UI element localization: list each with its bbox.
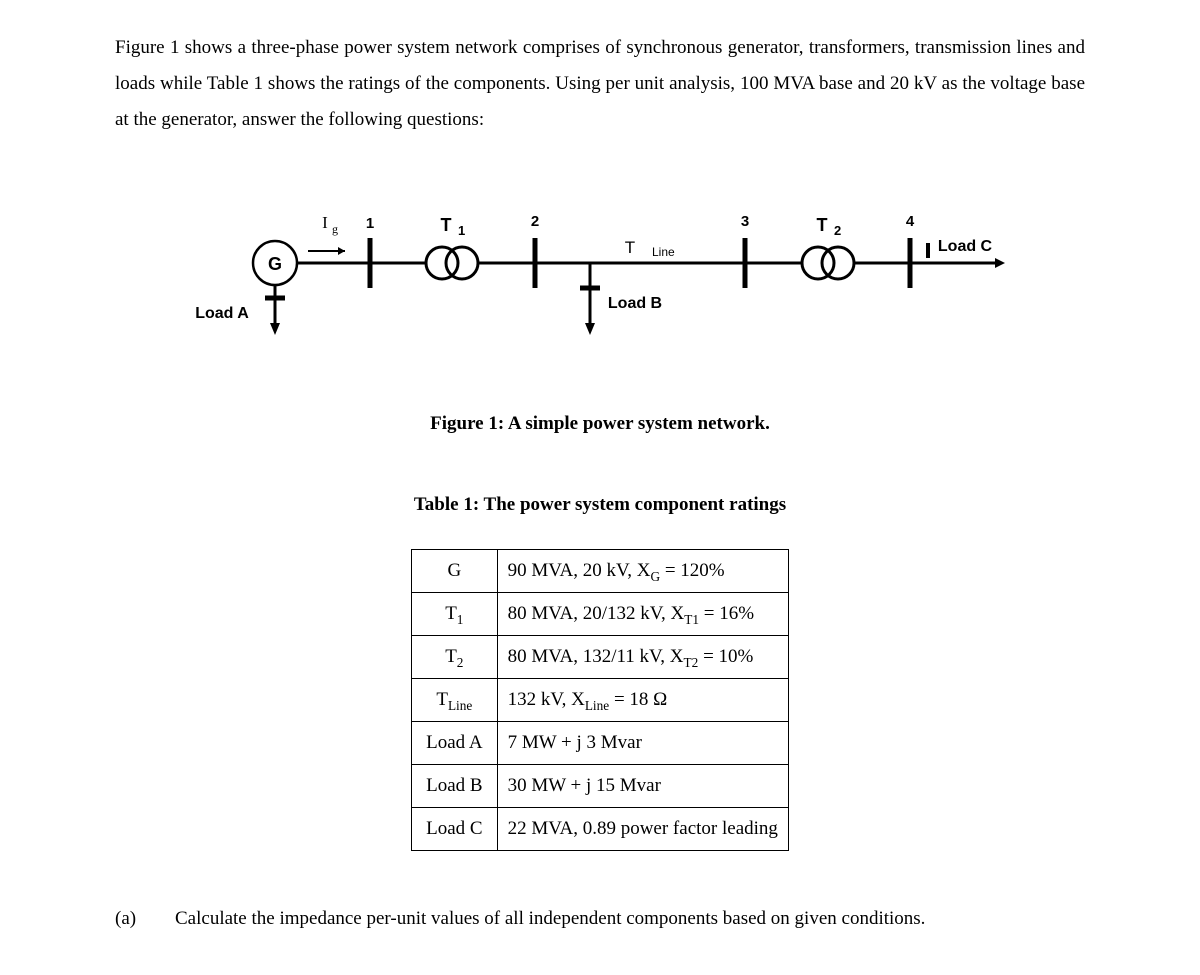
figure-1-container: G I g 1 T 1 2 T Line: [115, 193, 1085, 366]
table-row: TLine132 kV, XLine = 18 Ω: [412, 678, 789, 721]
question-text: Calculate the impedance per-unit values …: [175, 901, 1085, 937]
rating-cell: 22 MVA, 0.89 power factor leading: [497, 808, 788, 851]
question-a: (a) Calculate the impedance per-unit val…: [115, 901, 1085, 937]
table-row: T280 MVA, 132/11 kV, XT2 = 10%: [412, 635, 789, 678]
svg-text:I: I: [322, 213, 328, 232]
svg-text:Load C: Load C: [938, 238, 993, 255]
table-row: Load C22 MVA, 0.89 power factor leading: [412, 808, 789, 851]
rating-cell: 80 MVA, 20/132 kV, XT1 = 16%: [497, 592, 788, 635]
svg-text:T: T: [625, 238, 635, 257]
component-cell: Load C: [412, 808, 497, 851]
figure-caption: Figure 1: A simple power system network.: [115, 406, 1085, 442]
component-cell: T1: [412, 592, 497, 635]
table-row: Load A7 MW + j 3 Mvar: [412, 721, 789, 764]
svg-text:2: 2: [834, 223, 841, 238]
rating-cell: 90 MVA, 20 kV, XG = 120%: [497, 549, 788, 592]
rating-cell: 80 MVA, 132/11 kV, XT2 = 10%: [497, 635, 788, 678]
table-row: Load B30 MW + j 15 Mvar: [412, 765, 789, 808]
component-cell: Load B: [412, 765, 497, 808]
svg-text:T: T: [817, 215, 828, 235]
svg-text:T: T: [441, 215, 452, 235]
svg-text:3: 3: [741, 213, 749, 230]
svg-text:2: 2: [531, 213, 539, 230]
rating-cell: 132 kV, XLine = 18 Ω: [497, 678, 788, 721]
ratings-table: G90 MVA, 20 kV, XG = 120%T180 MVA, 20/13…: [411, 549, 789, 852]
power-system-diagram: G I g 1 T 1 2 T Line: [190, 193, 1010, 353]
component-cell: Load A: [412, 721, 497, 764]
rating-cell: 7 MW + j 3 Mvar: [497, 721, 788, 764]
svg-text:g: g: [332, 222, 338, 236]
svg-text:1: 1: [366, 215, 374, 232]
component-cell: T2: [412, 635, 497, 678]
svg-text:G: G: [268, 254, 282, 274]
svg-text:1: 1: [458, 223, 465, 238]
component-cell: TLine: [412, 678, 497, 721]
component-cell: G: [412, 549, 497, 592]
rating-cell: 30 MW + j 15 Mvar: [497, 765, 788, 808]
svg-text:Line: Line: [652, 245, 675, 259]
question-label: (a): [115, 901, 175, 937]
svg-text:4: 4: [906, 213, 915, 230]
table-caption: Table 1: The power system component rati…: [115, 487, 1085, 523]
table-row: T180 MVA, 20/132 kV, XT1 = 16%: [412, 592, 789, 635]
svg-text:Load B: Load B: [608, 295, 662, 312]
intro-text: Figure 1 shows a three-phase power syste…: [115, 30, 1085, 138]
table-row: G90 MVA, 20 kV, XG = 120%: [412, 549, 789, 592]
svg-text:Load A: Load A: [195, 305, 249, 322]
